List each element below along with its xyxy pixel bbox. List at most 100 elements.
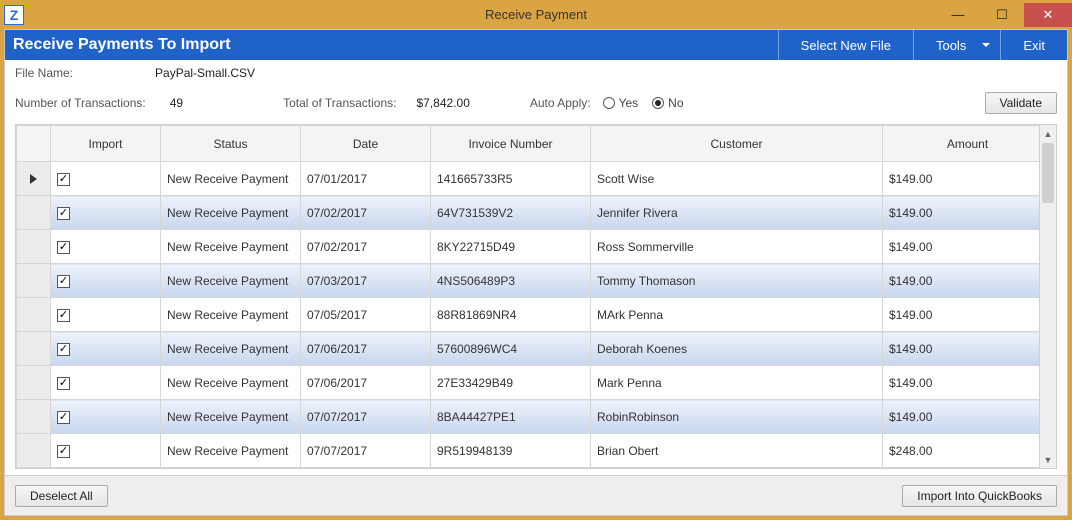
table-row[interactable]: ✓ New Receive Payment07/02/20178KY22715D4… [17, 230, 1040, 264]
auto-apply-yes[interactable]: Yes [603, 96, 639, 110]
cell-date: 07/07/2017 [301, 400, 431, 434]
scroll-up-icon[interactable]: ▲ [1040, 125, 1056, 142]
cell-import[interactable]: ✓ [51, 366, 161, 400]
summary-row: Number of Transactions: 49 Total of Tran… [5, 86, 1067, 120]
footer-bar: Deselect All Import Into QuickBooks [5, 475, 1067, 515]
row-selector[interactable] [17, 366, 51, 400]
import-checkbox[interactable]: ✓ [57, 173, 70, 186]
table-row[interactable]: ✓New Receive Payment07/07/20179R51994813… [17, 434, 1040, 468]
cell-import[interactable]: ✓ [51, 298, 161, 332]
file-row: File Name: PayPal-Small.CSV [5, 60, 1067, 86]
row-selector[interactable] [17, 264, 51, 298]
cell-status: New Receive Payment [161, 264, 301, 298]
cell-customer: Scott Wise [591, 162, 883, 196]
file-name-label: File Name: [15, 66, 73, 80]
cell-customer: MArk Penna [591, 298, 883, 332]
minimize-button[interactable]: — [936, 3, 980, 27]
import-quickbooks-button[interactable]: Import Into QuickBooks [902, 485, 1057, 507]
cell-import[interactable]: ✓ [51, 264, 161, 298]
header-actions: Select New File Tools Exit [778, 30, 1067, 60]
cell-date: 07/06/2017 [301, 332, 431, 366]
import-checkbox[interactable]: ✓ [57, 377, 70, 390]
cell-customer: Deborah Koenes [591, 332, 883, 366]
cell-customer: Mark Penna [591, 366, 883, 400]
total-tx-label: Total of Transactions: [283, 96, 396, 110]
cell-import[interactable]: ✓ [51, 332, 161, 366]
cell-import[interactable]: ✓ [51, 162, 161, 196]
cell-amount: $149.00 [883, 332, 1040, 366]
table-row[interactable]: ✓New Receive Payment07/07/20178BA44427PE… [17, 400, 1040, 434]
auto-apply-no[interactable]: No [652, 96, 683, 110]
header-bar: Receive Payments To Import Select New Fi… [5, 30, 1067, 60]
import-checkbox[interactable]: ✓ [57, 275, 70, 288]
header-import[interactable]: Import [51, 126, 161, 162]
cell-customer: Ross Sommerville [591, 230, 883, 264]
row-selector[interactable] [17, 434, 51, 468]
cell-date: 07/02/2017 [301, 196, 431, 230]
cell-amount: $149.00 [883, 196, 1040, 230]
table-row[interactable]: ✓ New Receive Payment07/06/201757600896WC… [17, 332, 1040, 366]
cell-status: New Receive Payment [161, 434, 301, 468]
window-controls: — ☐ ✕ [936, 3, 1072, 27]
cell-status: New Receive Payment [161, 196, 301, 230]
row-selector[interactable] [17, 332, 51, 366]
cell-customer: Brian Obert [591, 434, 883, 468]
cell-status: New Receive Payment [161, 366, 301, 400]
import-checkbox[interactable]: ✓ [57, 445, 70, 458]
radio-icon [603, 97, 615, 109]
cell-invoice: 141665733R5 [431, 162, 591, 196]
maximize-button[interactable]: ☐ [980, 3, 1024, 27]
header-customer[interactable]: Customer [591, 126, 883, 162]
header-amount[interactable]: Amount [883, 126, 1040, 162]
cell-invoice: 64V731539V2 [431, 196, 591, 230]
import-checkbox[interactable]: ✓ [57, 309, 70, 322]
cell-invoice: 4NS506489P3 [431, 264, 591, 298]
cell-date: 07/01/2017 [301, 162, 431, 196]
row-selector[interactable] [17, 400, 51, 434]
header-rowselector [17, 126, 51, 162]
table-row[interactable]: ✓New Receive Payment07/03/20174NS506489P… [17, 264, 1040, 298]
cell-amount: $149.00 [883, 264, 1040, 298]
cell-status: New Receive Payment [161, 332, 301, 366]
auto-apply-yes-label: Yes [619, 96, 639, 110]
header-invoice[interactable]: Invoice Number [431, 126, 591, 162]
import-checkbox[interactable]: ✓ [57, 207, 70, 220]
import-checkbox[interactable]: ✓ [57, 343, 70, 356]
cell-date: 07/07/2017 [301, 434, 431, 468]
scroll-down-icon[interactable]: ▼ [1040, 451, 1056, 468]
header-date[interactable]: Date [301, 126, 431, 162]
header-status[interactable]: Status [161, 126, 301, 162]
close-button[interactable]: ✕ [1024, 3, 1072, 27]
scroll-thumb[interactable] [1042, 143, 1054, 203]
row-selector[interactable] [17, 230, 51, 264]
cell-import[interactable]: ✓ [51, 400, 161, 434]
cell-amount: $149.00 [883, 400, 1040, 434]
cell-invoice: 8KY22715D49 [431, 230, 591, 264]
cell-import[interactable]: ✓ [51, 196, 161, 230]
import-checkbox[interactable]: ✓ [57, 241, 70, 254]
current-row-icon [30, 174, 37, 184]
cell-import[interactable]: ✓ [51, 434, 161, 468]
vertical-scrollbar[interactable]: ▲ ▼ [1039, 125, 1056, 468]
grid-header-row: Import Status Date Invoice Number Custom… [17, 126, 1040, 162]
table-row[interactable]: ✓New Receive Payment07/01/2017141665733R… [17, 162, 1040, 196]
validate-button[interactable]: Validate [985, 92, 1057, 114]
table-row[interactable]: ✓New Receive Payment07/05/201788R81869NR… [17, 298, 1040, 332]
tools-menu-button[interactable]: Tools [913, 30, 1000, 60]
table-row[interactable]: ✓ New Receive Payment07/02/201764V731539V… [17, 196, 1040, 230]
window-title: Receive Payment [0, 7, 1072, 22]
import-checkbox[interactable]: ✓ [57, 411, 70, 424]
row-selector[interactable] [17, 196, 51, 230]
table-row[interactable]: ✓New Receive Payment07/06/201727E33429B4… [17, 366, 1040, 400]
row-selector[interactable] [17, 298, 51, 332]
select-new-file-button[interactable]: Select New File [778, 30, 913, 60]
cell-status: New Receive Payment [161, 230, 301, 264]
deselect-all-button[interactable]: Deselect All [15, 485, 108, 507]
cell-invoice: 57600896WC4 [431, 332, 591, 366]
cell-import[interactable]: ✓ [51, 230, 161, 264]
row-selector[interactable] [17, 162, 51, 196]
cell-date: 07/02/2017 [301, 230, 431, 264]
exit-button[interactable]: Exit [1000, 30, 1067, 60]
radio-icon [652, 97, 664, 109]
num-tx-label: Number of Transactions: [15, 96, 146, 110]
